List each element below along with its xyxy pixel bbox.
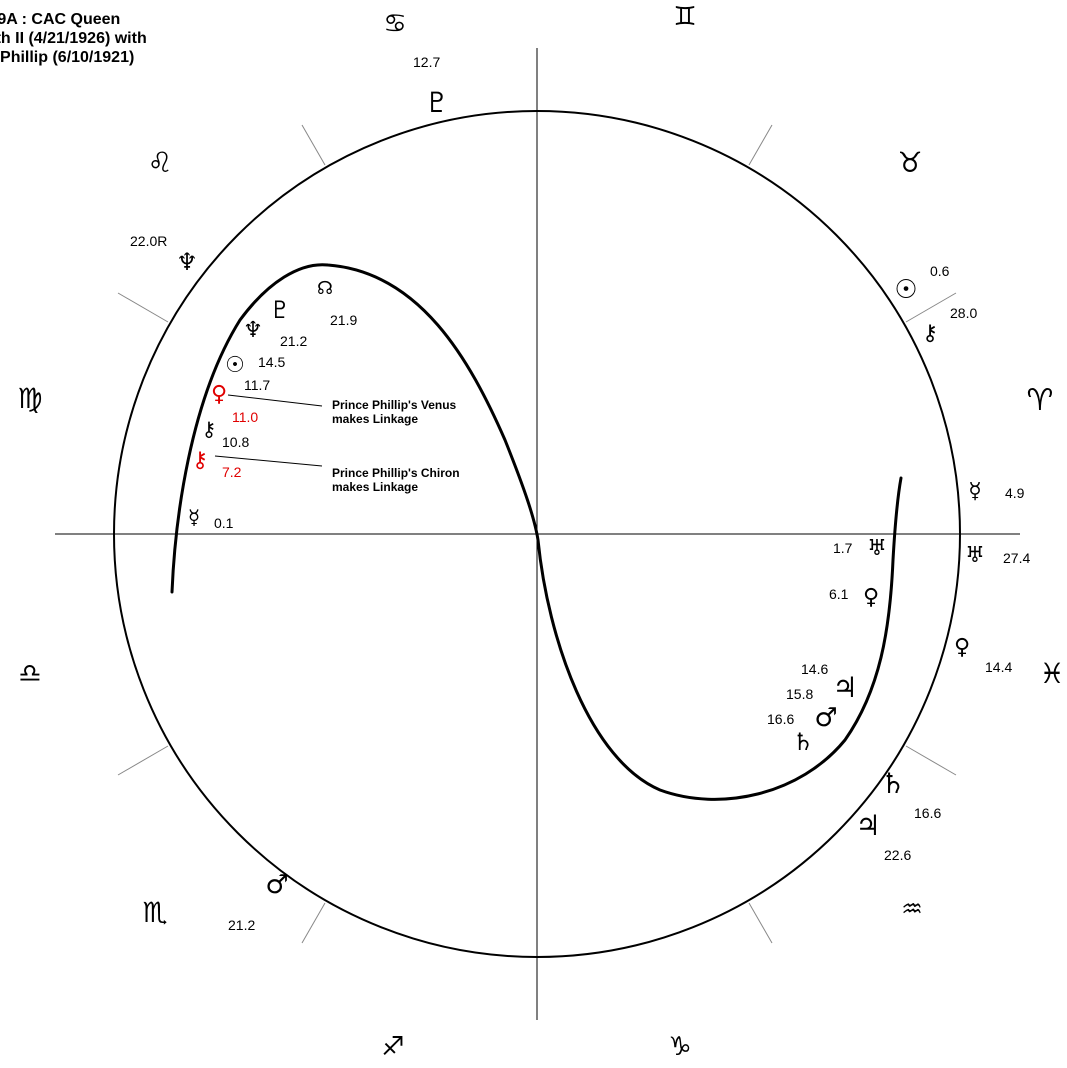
sun-outer-value: 0.6 (930, 263, 950, 279)
taurus-sign-icon: ♉ (897, 146, 922, 179)
chiron-inner-icon: ⚷ (202, 417, 217, 441)
neptune-inner-value: 21.2 (280, 333, 307, 349)
figure-title: ure 9A : CAC Queen abeth II (4/21/1926) … (0, 10, 288, 67)
neptune-outer-icon: ♆ (176, 248, 198, 276)
mercury-outer-value: 4.9 (1005, 485, 1025, 501)
uranus-outer-value: 27.4 (1003, 550, 1030, 566)
divider-tick (748, 902, 773, 944)
divider-tick (748, 124, 773, 166)
linkage-s-curve (170, 263, 903, 801)
chiron-inner-value: 10.8 (222, 434, 249, 450)
sun-inner-value: 14.5 (258, 354, 285, 370)
aries-sign-icon: ♈ (1027, 383, 1054, 418)
saturn-outer-value: 21.2 (228, 917, 255, 933)
uranus-inner-icon: ♅ (867, 536, 887, 561)
mercury-inner-icon: ☿ (188, 505, 200, 529)
chiron-linkage-note-line-1: Prince Phillip's Chiron (332, 466, 460, 480)
chiron-outer-icon: ⚷ (922, 321, 938, 346)
divider-tick (117, 745, 169, 776)
chiron-phillip-icon: ⚷ (192, 448, 208, 473)
chiron-linkage-note-line-2: makes Linkage (332, 480, 418, 494)
divider-tick (301, 902, 326, 944)
libra-sign-icon: ♎ (18, 659, 41, 689)
aquarius-sign-icon: ♒ (901, 895, 923, 923)
pluto-inner-icon: ♇ (269, 296, 291, 324)
venus-phillip-value: 11.0 (232, 409, 258, 425)
mars-inner-icon: ♂ (814, 703, 837, 733)
divider-tick (905, 745, 957, 776)
jupiter-inner-value: 14.6 (801, 661, 828, 677)
pluto-outer-icon: ♇ (424, 86, 449, 119)
sun-inner-icon: ☉ (225, 353, 245, 378)
pluto-outer-value: 12.7 (413, 54, 440, 70)
virgo-sign-icon: ♍ (17, 382, 42, 415)
venus-queen-value: 11.7 (244, 377, 270, 393)
chiron-outer-value: 28.0 (950, 305, 977, 321)
pisces-sign-icon: ♓ (1039, 657, 1064, 690)
divider-tick (905, 292, 957, 323)
scorpio-sign-icon: ♏ (142, 896, 167, 929)
sagittarius-sign-icon: ♐ (381, 1032, 404, 1062)
divider-tick (301, 124, 326, 166)
venus-linkage-note-line-2: makes Linkage (332, 412, 418, 426)
venus-inner-value: 6.1 (829, 586, 849, 602)
mars-outer-value: 22.6 (884, 847, 911, 863)
venus-phillip-icon: ♀ (211, 382, 227, 407)
mercury-inner-value: 0.1 (214, 515, 234, 531)
venus-outer-icon: ♀ (954, 635, 970, 660)
north-node-icon: ☊ (317, 278, 333, 299)
venus-linkage-note-line-1: Prince Phillip's Venus (332, 398, 457, 412)
venus-outer-value: 14.4 (985, 659, 1012, 675)
chiron-phillip-value: 7.2 (222, 464, 242, 480)
neptune-outer-value: 22.0R (130, 233, 167, 249)
sign-dividers (117, 124, 957, 944)
gemini-sign-icon: ♊ (673, 2, 696, 32)
neptune-inner-icon: ♆ (243, 318, 263, 343)
north-node-value: 21.9 (330, 312, 357, 328)
venus-linkage-pointer (227, 394, 323, 407)
uranus-outer-icon: ♅ (965, 543, 985, 568)
chiron-linkage-pointer (214, 455, 323, 467)
capricorn-sign-icon: ♑ (668, 1032, 691, 1062)
saturn-inner-icon: ♄ (792, 728, 814, 756)
figure-title-line-3: nce Phillip (6/10/1921) (0, 49, 135, 66)
jupiter-inner-icon: ♃ (832, 671, 857, 704)
mars-outer-icon: ♃ (855, 809, 880, 842)
uranus-inner-value: 1.7 (833, 540, 853, 556)
saturn-inner-value: 16.6 (767, 711, 794, 727)
figure-title-line-2: abeth II (4/21/1926) with (0, 30, 147, 47)
mercury-outer-icon: ☿ (968, 479, 982, 504)
jupiter-outer-value: 16.6 (914, 805, 941, 821)
mars-inner-value: 15.8 (786, 686, 813, 702)
sun-outer-icon: ☉ (894, 275, 917, 305)
leo-sign-icon: ♌ (147, 146, 172, 179)
venus-inner-icon: ♀ (863, 585, 879, 610)
jupiter-outer-icon: ♄ (880, 767, 905, 800)
cancer-sign-icon: ♋ (383, 9, 406, 39)
saturn-outer-icon: ♂ (265, 870, 288, 900)
figure-title-line-1: ure 9A : CAC Queen (0, 11, 121, 28)
divider-tick (117, 292, 169, 323)
